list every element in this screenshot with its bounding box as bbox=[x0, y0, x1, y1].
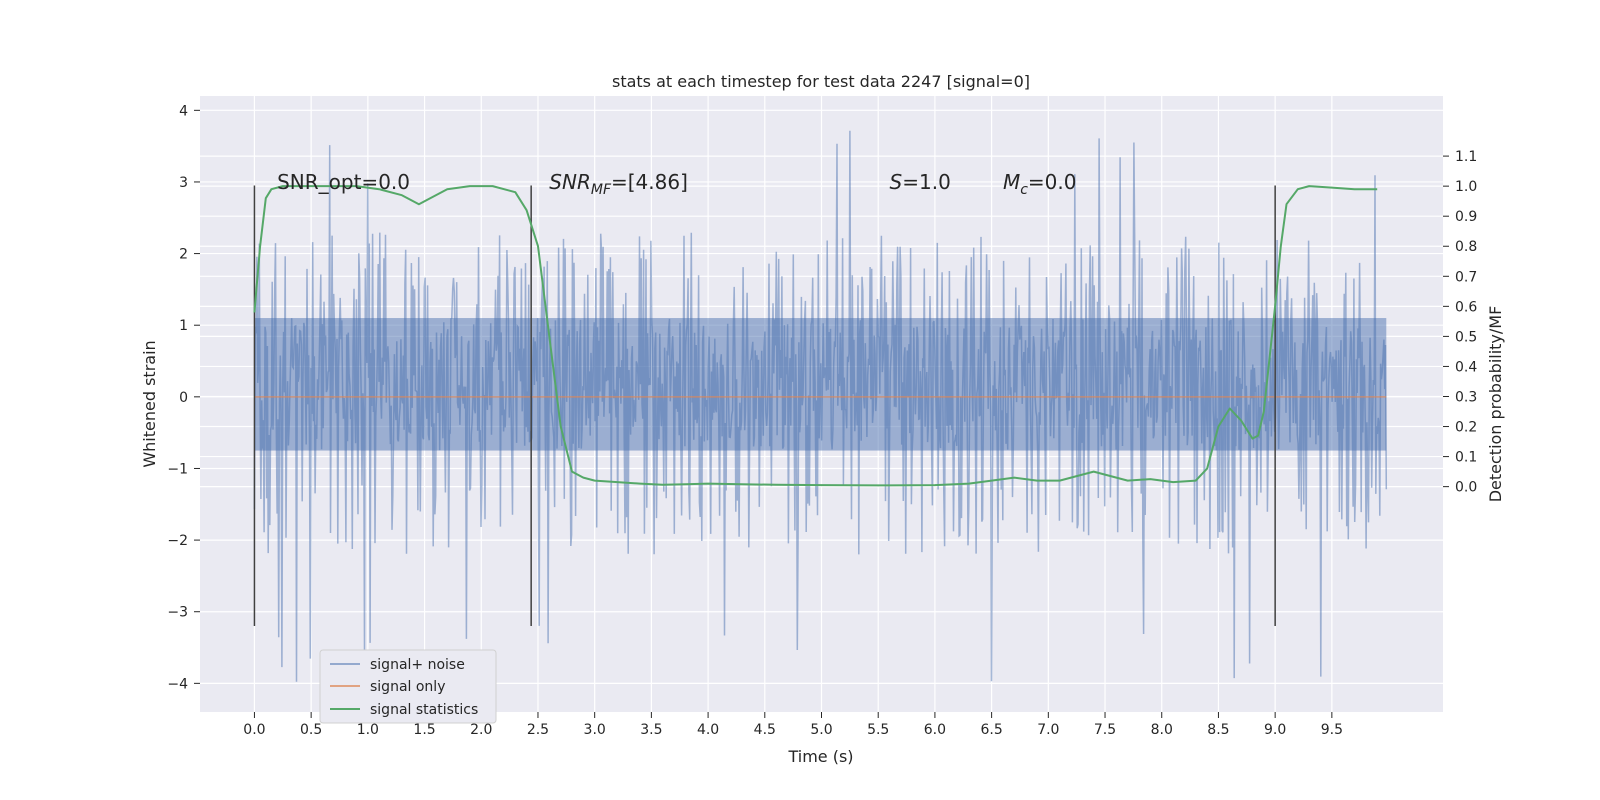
y-tick-label: 1 bbox=[179, 318, 188, 334]
x-tick-label: 9.5 bbox=[1321, 722, 1343, 738]
legend-box bbox=[319, 649, 497, 724]
x-tick-label: 8.5 bbox=[1207, 722, 1229, 738]
y-right-tick-label: 1.0 bbox=[1455, 179, 1477, 195]
y-right-tick-label: 0.0 bbox=[1455, 480, 1477, 496]
y-tick-label: −2 bbox=[167, 533, 188, 549]
y-right-tick-label: 0.5 bbox=[1455, 329, 1477, 345]
x-tick-label: 9.0 bbox=[1264, 722, 1286, 738]
x-tick-label: 7.0 bbox=[1037, 722, 1059, 738]
x-tick-label: 8.0 bbox=[1151, 722, 1173, 738]
y-right-tick-label: 1.1 bbox=[1455, 149, 1477, 165]
x-tick-label: 1.5 bbox=[413, 722, 435, 738]
y-right-tick-label: 0.4 bbox=[1455, 359, 1477, 375]
vertical-markers bbox=[253, 185, 1276, 627]
annotation-text: Mc=0.0 bbox=[1003, 170, 1077, 198]
signal-noise-band bbox=[254, 318, 1387, 451]
y-right-tick-label: 0.8 bbox=[1455, 239, 1477, 255]
annotations: SNR_opt=0.0 SNRMF=[4.86] S=1.0 Mc=0.0 bbox=[277, 170, 1076, 198]
y-right-axis-label: Detection probability/MF bbox=[1486, 306, 1505, 503]
signal-statistics-line bbox=[253, 185, 1378, 487]
y-axis-label: Whitened strain bbox=[140, 340, 159, 467]
x-tick-label: 2.5 bbox=[527, 722, 549, 738]
y-tick-label: −3 bbox=[167, 605, 188, 621]
series-signal-statistics bbox=[253, 185, 1378, 487]
y-tick-label: 0 bbox=[179, 390, 188, 406]
legend: signal+ noise signal only signal statist… bbox=[319, 649, 497, 724]
x-tick-label: 1.0 bbox=[357, 722, 379, 738]
y-right-tick-label: 0.2 bbox=[1455, 420, 1477, 436]
x-tick-label: 3.0 bbox=[584, 722, 606, 738]
x-tick-label: 4.5 bbox=[754, 722, 776, 738]
y-right-tick-label: 0.7 bbox=[1455, 269, 1477, 285]
annotation-text: SNR_opt=0.0 bbox=[277, 170, 410, 194]
annotation-text: SNRMF=[4.86] bbox=[549, 170, 688, 198]
y-tick-label: 2 bbox=[179, 247, 188, 263]
y-right-tick-label: 0.9 bbox=[1455, 209, 1477, 225]
y-right-tick-label: 0.3 bbox=[1455, 389, 1477, 405]
x-tick-label: 5.0 bbox=[810, 722, 832, 738]
y-tick-label: −4 bbox=[167, 676, 188, 692]
x-axis-label: Time (s) bbox=[787, 747, 853, 766]
y-tick-label: 3 bbox=[179, 175, 188, 191]
x-tick-label: 0.0 bbox=[243, 722, 265, 738]
legend-label-signal-noise: signal+ noise bbox=[370, 657, 465, 673]
x-tick-label: 3.5 bbox=[640, 722, 662, 738]
series-signal-noise bbox=[253, 130, 1388, 682]
annotation-text: S=1.0 bbox=[890, 170, 951, 194]
y-tick-label: 4 bbox=[179, 103, 188, 119]
x-axis-ticks: 0.0 0.5 1.0 1.5 2.0 2.5 3.0 3.5 4.0 4.5 5.0 5.5 6.0 6… bbox=[243, 712, 1343, 738]
y-axis-ticks: 4 3 2 1 0 −1 −2 −3 −4 bbox=[167, 103, 200, 692]
x-tick-label: 2.0 bbox=[470, 722, 492, 738]
x-tick-label: 0.5 bbox=[300, 722, 322, 738]
x-tick-label: 6.5 bbox=[980, 722, 1002, 738]
x-tick-label: 5.5 bbox=[867, 722, 889, 738]
y-right-tick-label: 0.6 bbox=[1455, 299, 1477, 315]
y-right-tick-label: 0.1 bbox=[1455, 450, 1477, 466]
legend-label-signal-only: signal only bbox=[370, 679, 445, 695]
y-right-axis-ticks: 1.1 1.0 0.9 0.8 0.7 0.6 0.5 0.4 0.3 0.2 0.1 0.0 bbox=[1443, 149, 1477, 496]
y-tick-label: −1 bbox=[167, 461, 188, 477]
x-tick-label: 4.0 bbox=[697, 722, 719, 738]
chart-title: stats at each timestep for test data 224… bbox=[612, 72, 1030, 91]
legend-label-signal-statistics: signal statistics bbox=[370, 702, 478, 718]
x-tick-label: 7.5 bbox=[1094, 722, 1116, 738]
x-tick-label: 6.0 bbox=[924, 722, 946, 738]
